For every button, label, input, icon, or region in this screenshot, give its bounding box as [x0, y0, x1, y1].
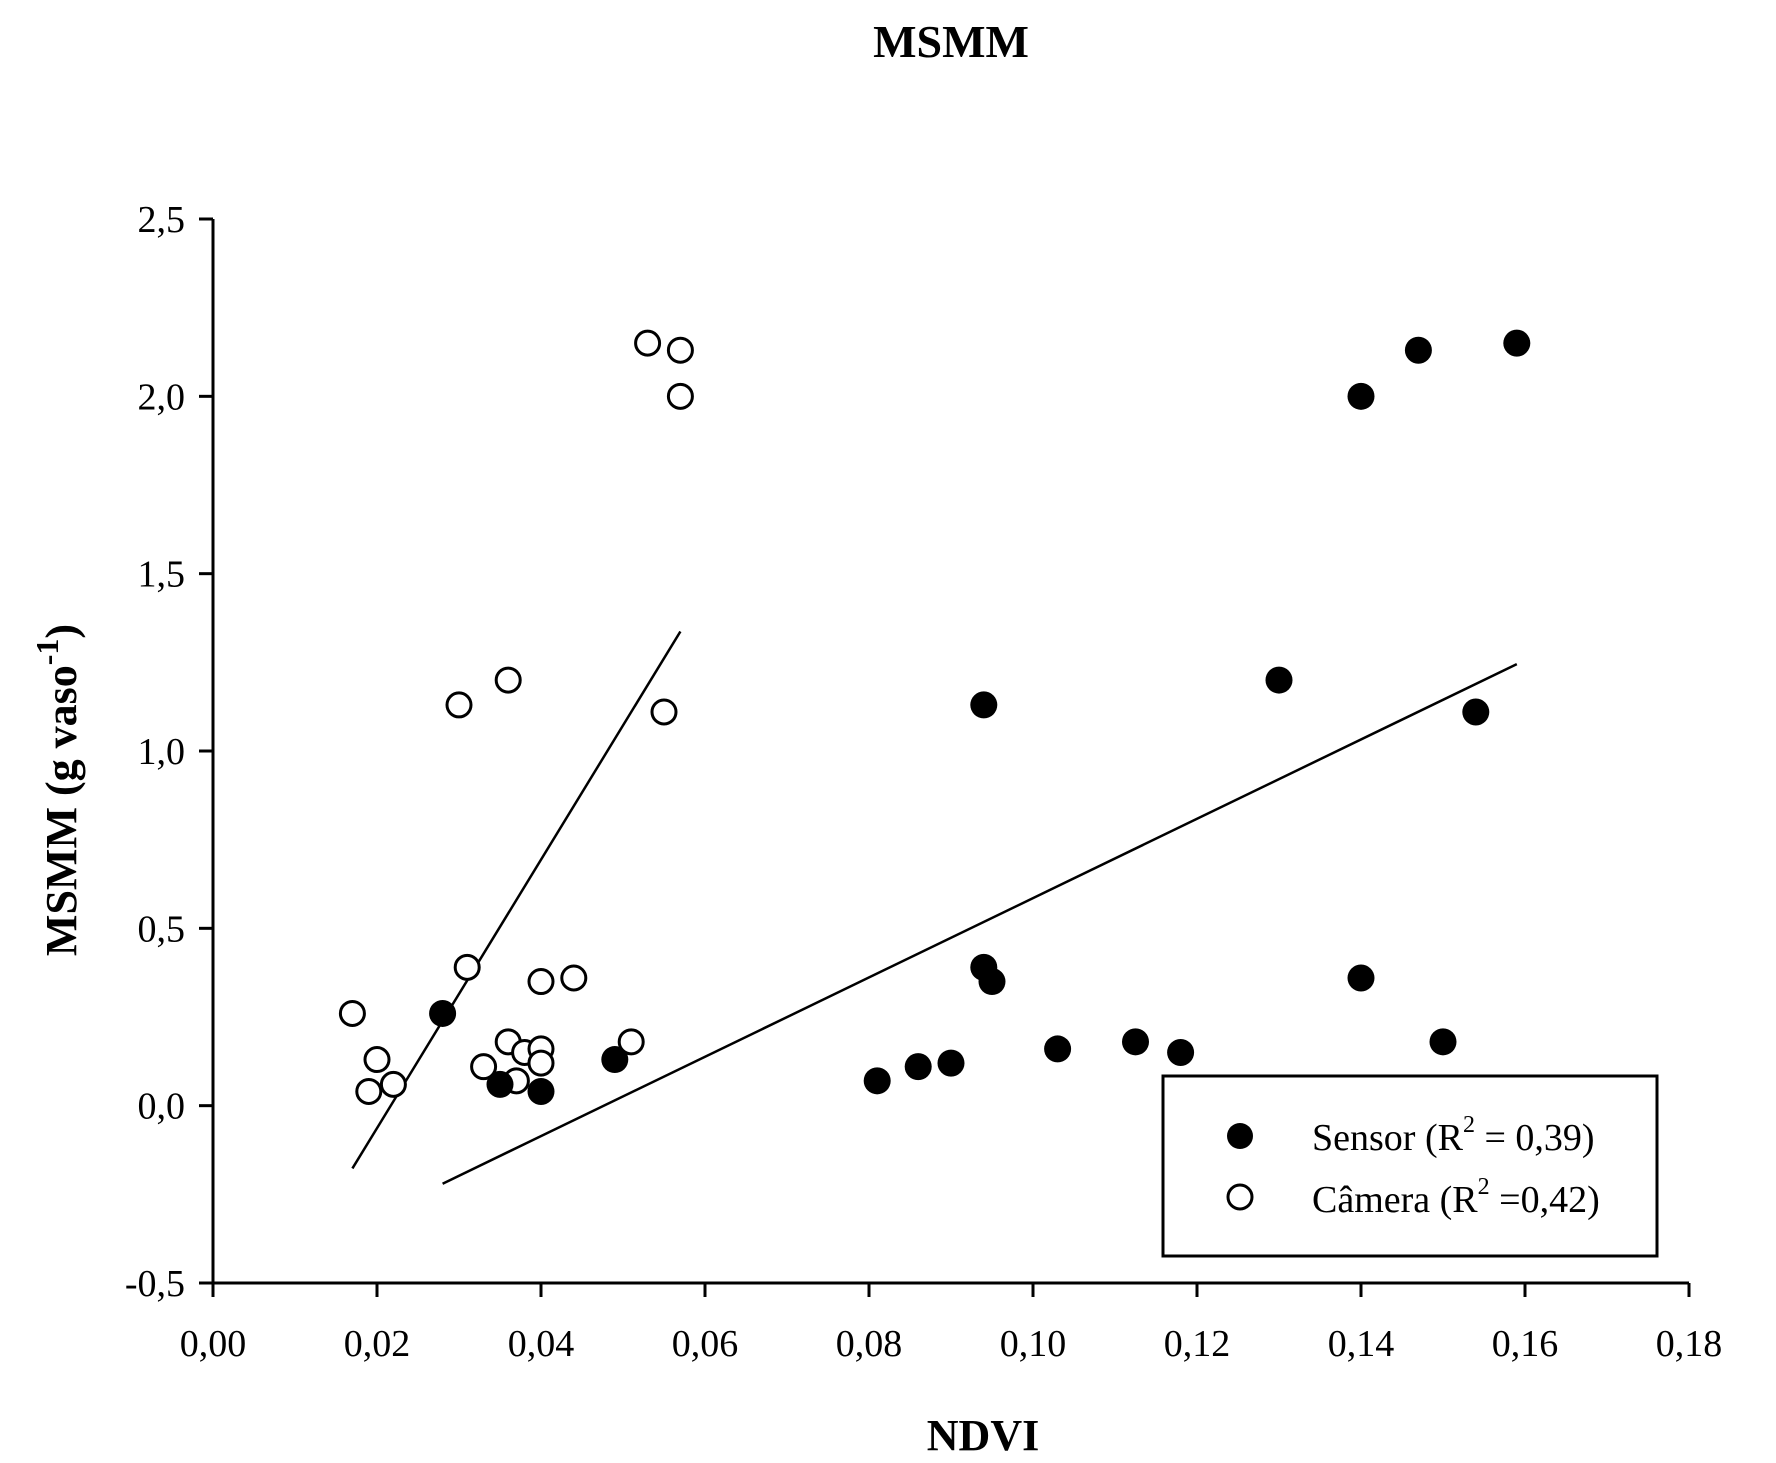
x-tick-label: 0,04: [508, 1323, 575, 1365]
camera-point: [494, 666, 522, 694]
sensor-point: [1503, 329, 1531, 357]
y-tick-label: 0,0: [138, 1086, 186, 1128]
camera-point: [666, 336, 694, 364]
chart-title: MSMM: [873, 16, 1029, 67]
y-axis-title-close: ): [37, 624, 86, 639]
legend-label-camera: Câmera (R2 =0,42): [1312, 1174, 1600, 1221]
sensor-point: [527, 1077, 555, 1105]
data-points: [338, 329, 1531, 1105]
y-axis-title-superscript: -1: [29, 639, 65, 666]
x-tick-label: 0,10: [1000, 1323, 1067, 1365]
legend-label-sensor: Sensor (R2 = 0,39): [1312, 1112, 1595, 1159]
x-tick-label: 0,16: [1492, 1323, 1559, 1365]
y-tick-label: 1,0: [138, 731, 186, 773]
legend-box: [1161, 1074, 1659, 1258]
camera-point: [560, 964, 588, 992]
sensor-point: [1404, 336, 1432, 364]
sensor-point: [1462, 698, 1490, 726]
camera-point: [650, 698, 678, 726]
sensor-point: [1044, 1035, 1072, 1063]
legend-marker-camera: [1226, 1183, 1254, 1211]
camera-point: [355, 1077, 383, 1105]
legend: Sensor (R2 = 0,39) Câmera (R2 =0,42): [1161, 1074, 1659, 1258]
camera-point: [527, 1049, 555, 1077]
legend-marker-sensor: [1227, 1123, 1253, 1149]
camera-point: [617, 1028, 645, 1056]
sensor-point: [937, 1049, 965, 1077]
x-tick-label: 0,02: [344, 1323, 411, 1365]
y-axis-title-main: MSMM (g vaso: [37, 665, 86, 956]
regression-line-sensor: [442, 662, 1518, 1185]
x-tick-label: 0,00: [180, 1323, 247, 1365]
x-tick-label: 0,12: [1164, 1323, 1231, 1365]
y-axis-title: MSMM (g vaso-1): [29, 624, 86, 956]
sensor-point: [1122, 1028, 1149, 1056]
sensor-point: [601, 1046, 629, 1074]
x-tick-label: 0,06: [672, 1323, 739, 1365]
camera-point: [363, 1046, 391, 1074]
sensor-point: [486, 1070, 514, 1098]
sensor-point: [970, 691, 998, 719]
sensor-point: [904, 1053, 932, 1081]
sensor-point: [1347, 382, 1375, 410]
regression-lines: [351, 630, 1518, 1185]
axes: -0,5 0,0 0,5 1,0 1,5 2,0 2,5 0,00 0,02 0,04 0,06 0,…: [125, 199, 1722, 1365]
y-tick-label: 2,5: [138, 199, 186, 241]
sensor-point: [1347, 964, 1375, 992]
camera-point: [634, 329, 662, 357]
camera-point: [453, 953, 481, 981]
camera-point: [445, 691, 473, 719]
sensor-point: [863, 1067, 891, 1095]
sensor-point: [1429, 1028, 1457, 1056]
camera-point: [338, 999, 366, 1027]
x-tick-label: 0,18: [1656, 1323, 1723, 1365]
sensor-point: [429, 999, 457, 1027]
sensor-point: [1167, 1038, 1195, 1066]
x-tick-label: 0,08: [836, 1323, 903, 1365]
y-tick-label: 2,0: [138, 376, 186, 418]
y-tick-label: -0,5: [125, 1263, 185, 1305]
camera-point: [666, 382, 694, 410]
sensor-point: [1265, 666, 1293, 694]
svg-text:MSMM (g vaso-1): MSMM (g vaso-1): [29, 624, 86, 956]
camera-point: [527, 968, 555, 996]
x-tick-label: 0,14: [1328, 1323, 1395, 1365]
camera-point: [379, 1070, 407, 1098]
x-axis-title: NDVI: [927, 1411, 1039, 1460]
y-tick-label: 1,5: [138, 554, 186, 596]
regression-line-camera: [351, 630, 682, 1170]
y-tick-label: 0,5: [138, 908, 186, 950]
camera-point: [470, 1053, 498, 1081]
sensor-point: [978, 968, 1006, 996]
